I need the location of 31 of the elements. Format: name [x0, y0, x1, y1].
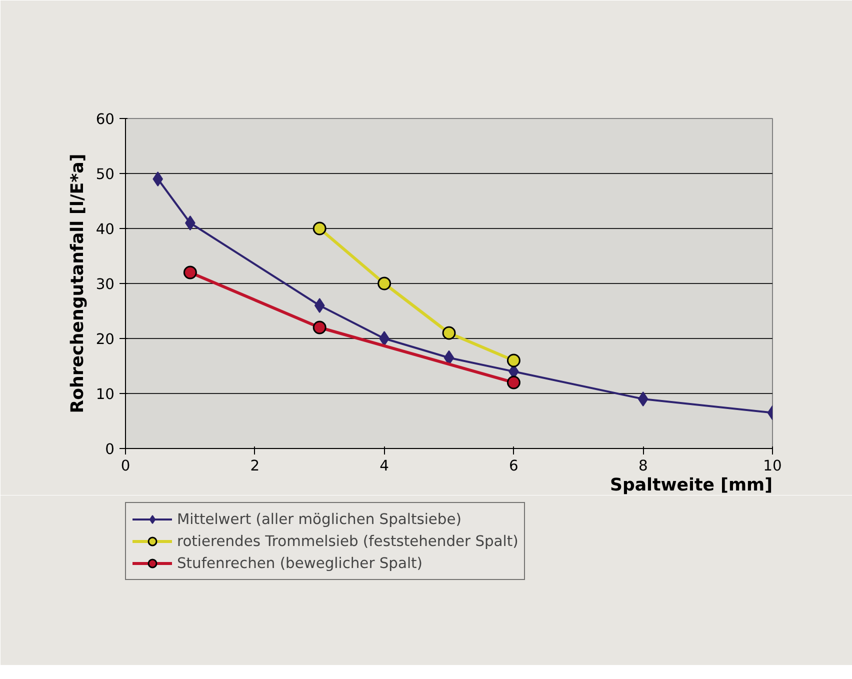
legend-label: rotierendes Trommelsieb (feststehender Spalt)	[177, 532, 518, 550]
point	[185, 216, 196, 230]
point	[444, 350, 454, 366]
point	[506, 354, 520, 368]
x-axis-title: Spaltweite [mm]	[610, 476, 773, 496]
point	[312, 320, 326, 334]
y-tick-label: 30	[96, 276, 115, 293]
legend-label: Stufenrechen (beweglicher Spalt)	[177, 554, 422, 572]
y-tick-label: 50	[96, 166, 115, 183]
y-tick-label: 40	[96, 221, 115, 238]
x-tick-label: 10	[763, 458, 782, 474]
point	[442, 326, 456, 340]
x-tick-label: 4	[380, 458, 389, 474]
point	[312, 222, 326, 236]
legend-label: Mittelwert (aller möglichen Spaltsiebe)	[177, 510, 462, 528]
x-tick-label: 2	[250, 458, 260, 474]
y-tick-label: 20	[96, 331, 115, 348]
y-axis-title: Rohrechengutanfall [l/E*a]	[68, 154, 88, 414]
point	[378, 276, 392, 290]
y-tick-label: 60	[96, 111, 115, 128]
point	[638, 392, 648, 406]
point	[379, 331, 390, 346]
x-tick-label: 0	[120, 458, 130, 474]
point	[183, 266, 197, 280]
point	[152, 172, 164, 186]
x-tick-label: 6	[509, 458, 518, 474]
point	[314, 298, 325, 313]
point	[506, 376, 520, 390]
y-tick-label: 0	[105, 441, 115, 458]
x-tick-label: 8	[638, 458, 648, 474]
y-tick-label: 10	[96, 386, 115, 403]
